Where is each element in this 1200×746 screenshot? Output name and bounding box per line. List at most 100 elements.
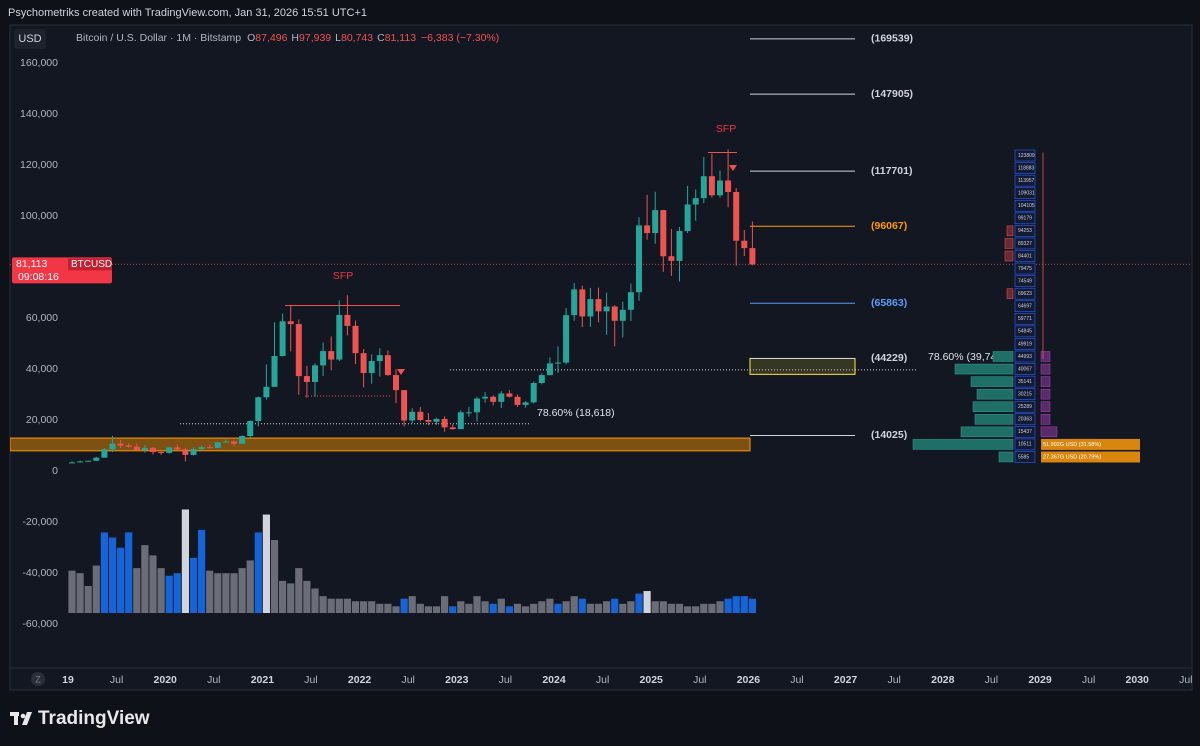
profile-level: 79475 bbox=[1018, 266, 1032, 272]
profile-level: 113957 bbox=[1018, 178, 1035, 184]
level-label: (44229) bbox=[871, 352, 907, 364]
volume-bar bbox=[392, 606, 400, 613]
candle-body bbox=[579, 289, 586, 317]
x-tick-label: 2024 bbox=[542, 674, 566, 686]
candle-body bbox=[344, 314, 351, 326]
candle-body bbox=[652, 210, 659, 234]
profile-level: 25289 bbox=[1018, 404, 1032, 410]
x-tick-label: 2020 bbox=[154, 674, 178, 686]
x-tick-label: 2029 bbox=[1028, 674, 1052, 686]
candle-body bbox=[69, 462, 75, 464]
volume-bar bbox=[262, 514, 270, 613]
profile-cell bbox=[1014, 262, 1036, 275]
profile-level: 44993 bbox=[1018, 354, 1032, 360]
quote-key: L bbox=[335, 32, 341, 44]
candle-body bbox=[490, 396, 497, 402]
candle-body bbox=[77, 461, 84, 463]
volume-bar bbox=[449, 606, 457, 613]
candle-body bbox=[717, 180, 723, 196]
candle-body bbox=[660, 210, 667, 257]
candle-body bbox=[109, 443, 116, 450]
volume-bar bbox=[465, 603, 473, 613]
volume-bar bbox=[530, 603, 538, 613]
quote-key: H bbox=[291, 32, 299, 44]
profile-bar bbox=[954, 363, 1014, 375]
profile-bar bbox=[960, 426, 1014, 438]
candle-body bbox=[368, 361, 375, 374]
candle-body bbox=[555, 362, 561, 364]
volume-bar bbox=[611, 598, 619, 613]
profile-level: 84401 bbox=[1018, 253, 1032, 259]
profile-cell bbox=[1014, 438, 1036, 451]
profile-cell bbox=[1014, 174, 1036, 187]
profile-level: 10511 bbox=[1018, 442, 1032, 448]
quote-key: C bbox=[377, 32, 385, 44]
credit: Psychometriks created with TradingView.c… bbox=[8, 7, 367, 19]
candle-body bbox=[101, 449, 108, 458]
volume-bar bbox=[189, 557, 198, 613]
logo bbox=[10, 712, 32, 725]
quote-value: 80,743 bbox=[341, 32, 373, 44]
profile-level: 118883 bbox=[1018, 165, 1035, 171]
profile-bar-right bbox=[1040, 414, 1051, 425]
volume-bar bbox=[481, 601, 489, 613]
volume-bar bbox=[376, 603, 384, 613]
profile-cell bbox=[1014, 250, 1036, 262]
plot: 19 Jul 2020 Jul 2021 Jul 2022 Jul 2023 Jul 2024 Jul… bbox=[10, 33, 1192, 686]
candle-body bbox=[198, 447, 205, 450]
candle-body bbox=[482, 396, 489, 399]
candle-body bbox=[174, 447, 181, 450]
quote-change: −6,383 (−7.30%) bbox=[421, 32, 499, 44]
candle-body bbox=[700, 176, 707, 199]
profile-bar bbox=[992, 351, 1014, 362]
candle-body bbox=[206, 447, 213, 449]
profile-level: 64697 bbox=[1018, 304, 1032, 310]
volume-bar bbox=[522, 606, 530, 613]
volume-bar bbox=[125, 532, 133, 613]
profile-level: 30215 bbox=[1018, 392, 1032, 398]
level-label: (96067) bbox=[871, 220, 907, 232]
currency[interactable]: USD bbox=[18, 33, 41, 45]
quote-value: 87,496 bbox=[255, 32, 287, 44]
volume-bar bbox=[732, 596, 740, 613]
volume-bar bbox=[68, 570, 76, 613]
candle-body bbox=[247, 420, 254, 437]
volume-bar bbox=[279, 580, 287, 613]
currency-button[interactable] bbox=[14, 29, 46, 49]
profile-cell bbox=[1014, 325, 1036, 338]
candle-body bbox=[150, 447, 156, 452]
candle-body bbox=[692, 198, 699, 205]
profile-cell bbox=[1014, 313, 1036, 325]
profile-level: 49919 bbox=[1018, 341, 1032, 347]
volume-bar bbox=[238, 568, 246, 613]
volume-bar bbox=[643, 591, 651, 613]
volume-bar bbox=[254, 532, 262, 613]
x-tick-label: Jul bbox=[207, 674, 220, 686]
volume-bar bbox=[562, 601, 570, 613]
profile-bar bbox=[998, 451, 1014, 463]
volume-bar bbox=[246, 560, 254, 613]
profile-cell bbox=[1014, 212, 1036, 225]
candle-body bbox=[733, 192, 740, 241]
profile-level: 104105 bbox=[1018, 203, 1035, 209]
candle-body bbox=[303, 376, 310, 382]
volume-bar bbox=[343, 598, 351, 613]
volume-bar bbox=[149, 555, 157, 613]
candle-body bbox=[376, 355, 383, 362]
candle-body bbox=[328, 351, 335, 360]
volume-bar bbox=[675, 603, 684, 613]
candle-body bbox=[425, 419, 432, 422]
zoom-button[interactable] bbox=[31, 672, 45, 686]
zoom-label[interactable]: Z bbox=[35, 674, 41, 684]
volume-bar bbox=[700, 603, 708, 613]
profile-bar bbox=[912, 439, 1014, 450]
volume-bar bbox=[319, 596, 327, 613]
profile-bar bbox=[970, 376, 1014, 387]
profile-level: 15437 bbox=[1018, 429, 1032, 435]
volume-bar bbox=[594, 603, 603, 613]
candle-body bbox=[749, 248, 756, 265]
candle-body bbox=[546, 363, 553, 376]
volume-bar bbox=[619, 603, 627, 613]
candle-body bbox=[676, 231, 683, 261]
